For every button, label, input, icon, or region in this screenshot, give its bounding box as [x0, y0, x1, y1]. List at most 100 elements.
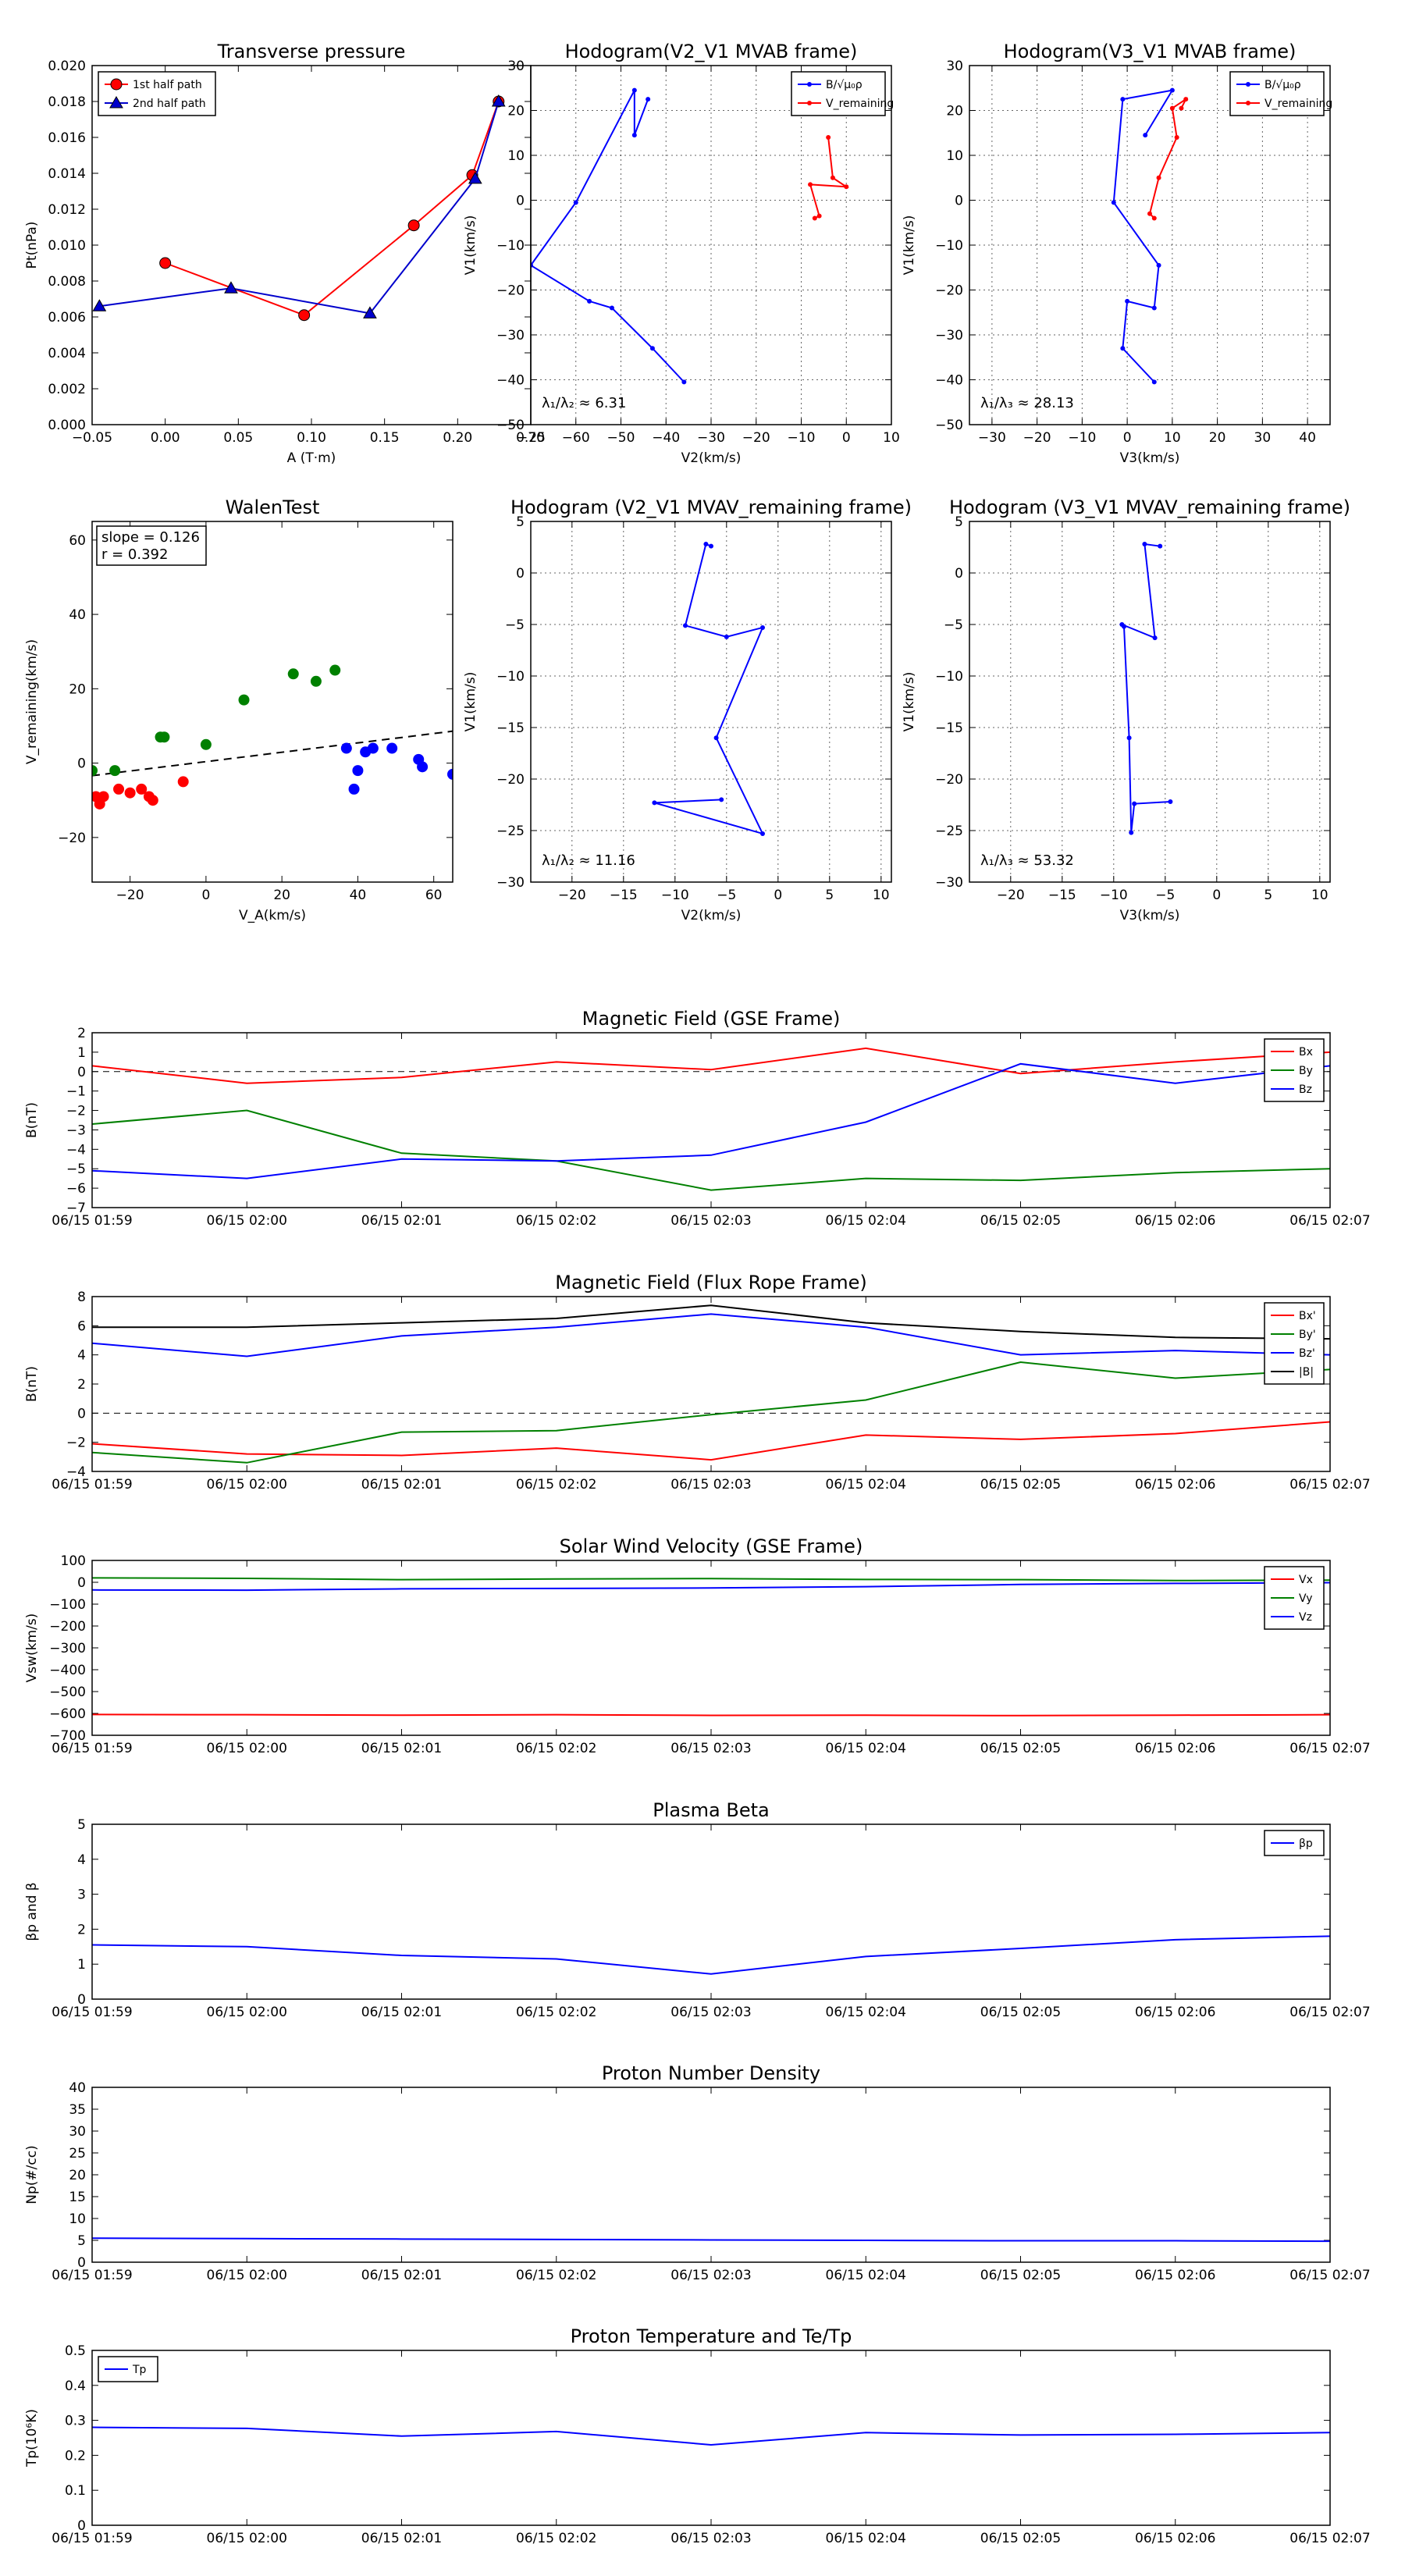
x-tick-label: 06/15 02:00 [207, 2005, 287, 2020]
chart-walen-test: −20 0 20 40 60 −20 0 20 40 60 WalenTest V_A(km/s) V_… [24, 496, 454, 923]
x-axis-label: V3(km/s) [1120, 908, 1180, 923]
data-point [94, 798, 105, 809]
data-point [367, 742, 379, 754]
x-tick-label: 10 [873, 888, 890, 903]
series-line-vy [92, 1577, 1330, 1582]
legend-label: 1st half path [133, 79, 202, 91]
data-point [238, 694, 250, 706]
data-point [1158, 543, 1163, 549]
x-tick-label: 0 [774, 888, 782, 903]
data-point [159, 257, 172, 269]
legend-label: B/√μ₀ρ [826, 79, 863, 91]
data-point [1142, 542, 1147, 547]
legend-label: Bz' [1299, 1347, 1315, 1360]
y-tick-label: 2 [77, 1377, 86, 1393]
data-point [719, 797, 724, 802]
x-tick-label: −50 [607, 430, 635, 446]
axes-frame [91, 1032, 1331, 1208]
data-point [158, 731, 170, 743]
x-tick-label: 60 [425, 888, 443, 903]
x-tick-label: 0.15 [370, 430, 400, 446]
x-tick-label: −10 [788, 430, 816, 446]
data-point [1152, 635, 1158, 641]
chart-plasma-beta: 06/15 01:59 06/15 02:00 06/15 02:01 06/15 0… [24, 1799, 1371, 2020]
data-point [417, 761, 429, 773]
data-point [573, 200, 578, 205]
axes-frame [530, 65, 892, 425]
y-tick-label: −2 [66, 1104, 86, 1119]
axes-frame [530, 521, 892, 883]
data-point [1143, 133, 1148, 138]
y-axis-label: Pt(nPa) [24, 222, 40, 269]
series-line-bx- [92, 1421, 1330, 1461]
chart-title: Plasma Beta [653, 1799, 769, 1821]
y-tick-label: 0.006 [48, 310, 86, 326]
chart-hodogram-v3v1-mvav: −20 −15 −10 −5 0 5 10−30−25−20−15−10−505Hodogr… [902, 496, 1350, 923]
x-tick-label: 10 [1164, 430, 1181, 446]
y-tick-label: 0.008 [48, 274, 86, 290]
data-point [1174, 135, 1179, 140]
legend-marker [1246, 101, 1250, 105]
x-tick-label: 06/15 02:01 [361, 1213, 442, 1229]
legend-label: Bx' [1299, 1310, 1316, 1322]
x-tick-label: −40 [652, 430, 680, 446]
y-tick-label: 5 [516, 514, 525, 530]
x-tick-label: 30 [1254, 430, 1272, 446]
series-line-bz- [92, 1313, 1330, 1357]
chart-hodogram-v3v1-mvab: −30 −20 −10 0 10 20 30 40 −50 −40 −30 −20 −10 0 10 20 30… [902, 41, 1332, 466]
x-tick-label: 06/15 02:00 [207, 1477, 287, 1493]
y-tick-label: −50 [935, 418, 963, 433]
chart-proton-temperature: 06/15 01:59 06/15 02:00 06/15 02:01 06/15 0… [24, 2325, 1371, 2546]
x-tick-label: −10 [661, 888, 689, 903]
chart-title: Hodogram (V2_V1 MVAV_remaining frame) [510, 496, 912, 518]
y-tick-label: 4 [77, 1348, 86, 1364]
legend-label: B/√μ₀ρ [1264, 79, 1301, 91]
y-tick-label: 40 [69, 607, 86, 623]
x-tick-label: −20 [742, 430, 770, 446]
y-tick-label: 20 [507, 104, 525, 119]
series-line-bx [92, 1047, 1330, 1084]
chart-hodogram-v2v1-mvab: −70 −60 −50 −40 −30 −20 −10 0 10 −50 −40 −30 −20 −10 0… [463, 41, 900, 466]
y-tick-label: 0 [77, 1992, 86, 2008]
legend-label: |B| [1299, 1366, 1314, 1379]
x-tick-label: −20 [558, 888, 586, 903]
y-tick-label: −500 [49, 1685, 86, 1700]
plot-area [92, 1577, 1330, 1717]
x-tick-label: 06/15 02:07 [1289, 2531, 1370, 2546]
data-point [1156, 175, 1161, 180]
y-tick-label: 0.5 [65, 2343, 86, 2359]
chart-title: Proton Number Density [602, 2062, 820, 2084]
data-point [703, 542, 709, 547]
legend-label: Vx [1299, 1574, 1313, 1586]
x-tick-label: 06/15 02:01 [361, 1741, 442, 1756]
data-point [760, 831, 765, 836]
y-axis-label: Np(#/cc) [24, 2145, 40, 2204]
axes-frame [91, 1560, 1331, 1736]
data-point [1125, 298, 1130, 304]
data-point [709, 543, 713, 549]
x-tick-label: 06/15 02:04 [826, 1477, 906, 1493]
chart-hodogram-v2v1-mvav: −20 −15 −10 −5 0 5 10−30−25−20−15−10−505Hodogr… [463, 496, 912, 923]
data-point [287, 668, 299, 680]
y-tick-label: 0 [77, 1065, 86, 1080]
y-tick-label: 0.004 [48, 346, 86, 361]
x-tick-label: −10 [1068, 430, 1096, 446]
series-line--b- [92, 1304, 1330, 1340]
x-tick-label: 0 [1212, 888, 1221, 903]
data-point [646, 97, 651, 102]
series-line-b- [1112, 89, 1174, 383]
legend-marker [110, 78, 123, 91]
y-tick-label: 20 [69, 2168, 86, 2183]
y-tick-label: 100 [61, 1553, 86, 1569]
x-tick-label: 06/15 02:07 [1289, 1213, 1370, 1229]
x-tick-label: −5 [717, 888, 736, 903]
data-point [816, 213, 822, 219]
x-tick-label: −70 [517, 430, 545, 446]
data-point [447, 768, 453, 780]
y-tick-label: −10 [496, 669, 525, 685]
y-tick-label: 20 [946, 104, 963, 119]
series-line-tp [92, 2426, 1330, 2446]
x-tick-label: −15 [610, 888, 638, 903]
y-tick-label: 8 [77, 1290, 86, 1305]
data-point [826, 135, 831, 140]
